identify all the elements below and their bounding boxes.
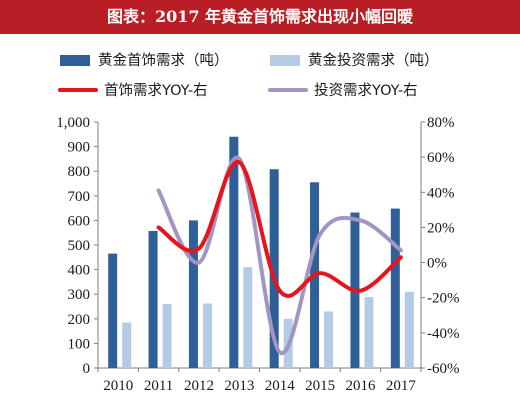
bar [390, 208, 400, 368]
y2-tick-label: 60% [427, 150, 455, 166]
x-tick-label: 2017 [386, 378, 417, 394]
y-tick-label: 1,000 [56, 115, 90, 131]
y2-tick-label: -40% [427, 326, 460, 342]
bar [364, 297, 374, 368]
y-tick-label: 400 [68, 263, 91, 279]
y-tick-label: 600 [68, 213, 91, 229]
bar [108, 253, 118, 368]
y2-tick-label: -20% [427, 291, 460, 307]
y-tick-label: 500 [68, 238, 91, 254]
bar [324, 311, 334, 368]
bar [148, 230, 158, 368]
bar [404, 291, 414, 368]
y-tick-label: 0 [83, 361, 91, 377]
y-tick-label: 800 [68, 164, 91, 180]
series-line [156, 155, 403, 356]
bar [269, 169, 279, 368]
y2-tick-label: -60% [427, 361, 460, 377]
y-tick-label: 300 [68, 287, 91, 303]
bar [229, 136, 239, 368]
x-tick-label: 2011 [144, 378, 173, 394]
y2-tick-label: 80% [427, 115, 455, 131]
y2-tick-label: 20% [427, 220, 455, 236]
lines [156, 155, 403, 356]
x-tick-label: 2013 [224, 378, 254, 394]
x-tick-label: 2014 [265, 378, 296, 394]
legend-swatch [270, 55, 300, 66]
legend-label: 投资需求YOY-右 [314, 82, 418, 99]
x-tick-label: 2016 [345, 378, 376, 394]
x-tick-label: 2015 [305, 378, 335, 394]
legend: 黄金首饰需求（吨） 黄金投资需求（吨） 首饰需求YOY-右 投资需求YOY-右 [58, 52, 439, 99]
y-tick-label: 200 [68, 312, 91, 328]
axes: 0 100 200 300 400 500 600 700 800 900 1,000 -60% -40… [56, 115, 459, 394]
bar [188, 220, 198, 368]
y2-tick-label: 40% [427, 185, 455, 201]
bar [202, 303, 212, 368]
bar [122, 322, 132, 368]
y-tick-label: 100 [68, 336, 91, 352]
legend-label: 黄金首饰需求（吨） [98, 52, 229, 69]
y2-tick-label: 0% [427, 256, 447, 272]
y-tick-label: 700 [68, 189, 91, 205]
bars [108, 136, 414, 368]
y-tick-label: 900 [68, 140, 91, 156]
x-tick-label: 2010 [103, 378, 133, 394]
legend-label: 首饰需求YOY-右 [104, 82, 208, 99]
legend-swatch [60, 55, 90, 66]
x-tick-label: 2012 [184, 378, 214, 394]
chart-title: 图表：2017 年黄金首饰需求出现小幅回暖 [0, 0, 520, 34]
bar [162, 304, 172, 368]
legend-label: 黄金投资需求（吨） [308, 52, 439, 69]
series-line [156, 160, 403, 298]
bar [243, 267, 253, 368]
